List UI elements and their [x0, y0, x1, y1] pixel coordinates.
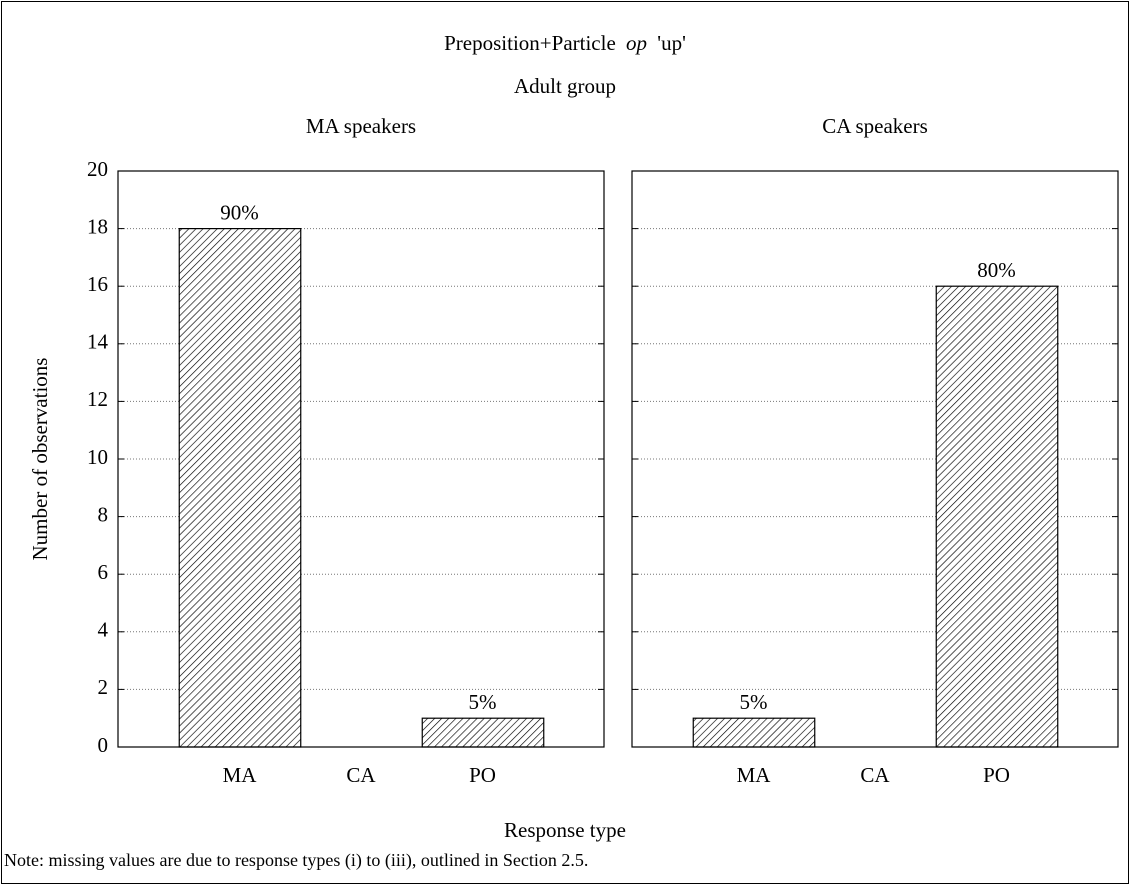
y-tick-label: 10: [87, 445, 108, 469]
panel-title: CA speakers: [822, 114, 928, 138]
x-tick-label: MA: [737, 763, 772, 787]
chart-subtitle: Adult group: [514, 74, 616, 98]
panel-title: MA speakers: [306, 114, 416, 138]
y-tick-label: 8: [98, 502, 109, 526]
y-tick-label: 6: [98, 560, 109, 584]
plot-frame: [631, 170, 1119, 748]
y-tick-label: 12: [87, 387, 108, 411]
y-tick-label: 20: [87, 157, 108, 181]
x-tick-label: PO: [983, 763, 1010, 787]
bar: [935, 285, 1059, 748]
bar: [421, 717, 545, 748]
x-axis-label: Response type: [504, 818, 626, 842]
note: Note: missing values are due to response…: [4, 850, 588, 871]
y-tick-label: 0: [98, 733, 109, 757]
y-tick-label: 2: [98, 675, 109, 699]
x-tick-label: CA: [346, 763, 376, 787]
plot-frame: [117, 170, 605, 748]
title-part: Preposition+Particle: [444, 31, 616, 55]
value-label: 5%: [740, 690, 768, 714]
y-tick-label: 14: [87, 330, 109, 354]
x-tick-label: PO: [469, 763, 496, 787]
y-axis-label: Number of observations: [28, 358, 52, 561]
x-tick-label: CA: [860, 763, 890, 787]
y-tick-label: 18: [87, 214, 108, 238]
y-tick-label: 16: [87, 272, 108, 296]
title-part: op: [626, 31, 647, 55]
x-tick-label: MA: [223, 763, 258, 787]
chart-title: Preposition+Particle op 'up': [444, 31, 686, 55]
value-label: 80%: [977, 258, 1016, 282]
value-label: 90%: [220, 200, 259, 224]
bar: [692, 717, 816, 748]
value-label: 5%: [469, 690, 497, 714]
bar: [178, 228, 302, 748]
y-tick-label: 4: [98, 618, 109, 642]
title-part: 'up': [657, 31, 686, 55]
